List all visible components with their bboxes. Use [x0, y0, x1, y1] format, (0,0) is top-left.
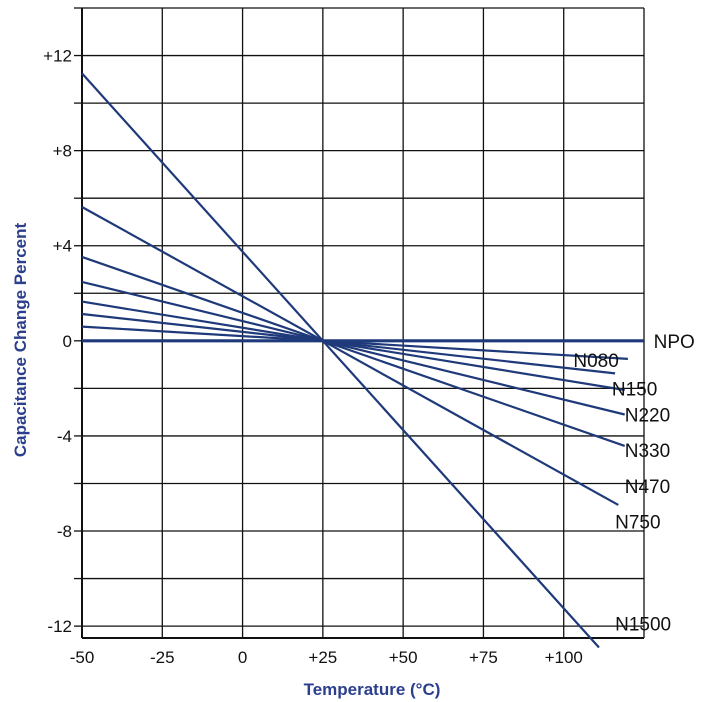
x-tick-label: +100	[545, 648, 583, 667]
series-label-npo: NPO	[654, 332, 695, 353]
x-tick-label: 0	[238, 648, 247, 667]
y-tick-label: +8	[53, 142, 72, 161]
series-label-n1500: N1500	[615, 615, 671, 636]
x-axis-title: Temperature (°C)	[304, 680, 441, 699]
series-label-n080: N080	[573, 351, 618, 372]
y-tick-label: +4	[53, 237, 72, 256]
series-labels: NPO N080 N150 N220 N330 N470 N750 N1500	[573, 332, 694, 636]
series-label-n150: N150	[612, 379, 657, 400]
y-tick-label: 0	[63, 332, 72, 351]
tick-labels: -50 -25 0 +25 +50 +75 +100 +12 +8 +4 0 -4 -8 -12	[43, 47, 583, 667]
series-line-n080	[81, 325, 628, 360]
series-line-n150	[81, 312, 616, 375]
x-tick-label: +75	[469, 648, 498, 667]
x-tick-label: +50	[389, 648, 418, 667]
x-tick-label: -25	[150, 648, 175, 667]
series-label-n220: N220	[625, 406, 670, 427]
series-line-n330	[81, 280, 625, 416]
y-tick-label: -12	[47, 617, 72, 636]
series-line-n220	[81, 300, 625, 392]
y-axis-title: Capacitance Change Percent	[11, 223, 30, 458]
grid-lines	[74, 7, 645, 639]
series-line-n470	[81, 255, 626, 447]
series-lines	[81, 72, 644, 649]
series-label-n750: N750	[615, 513, 660, 534]
x-tick-label: -50	[70, 648, 95, 667]
series-line-n750	[81, 206, 619, 506]
series-label-n470: N470	[625, 477, 670, 498]
series-label-n330: N330	[625, 441, 670, 462]
y-tick-label: -4	[57, 427, 72, 446]
y-tick-label: -8	[57, 522, 72, 541]
x-tick-label: +25	[308, 648, 337, 667]
y-tick-label: +12	[43, 47, 72, 66]
series-line-n1500	[81, 72, 600, 649]
